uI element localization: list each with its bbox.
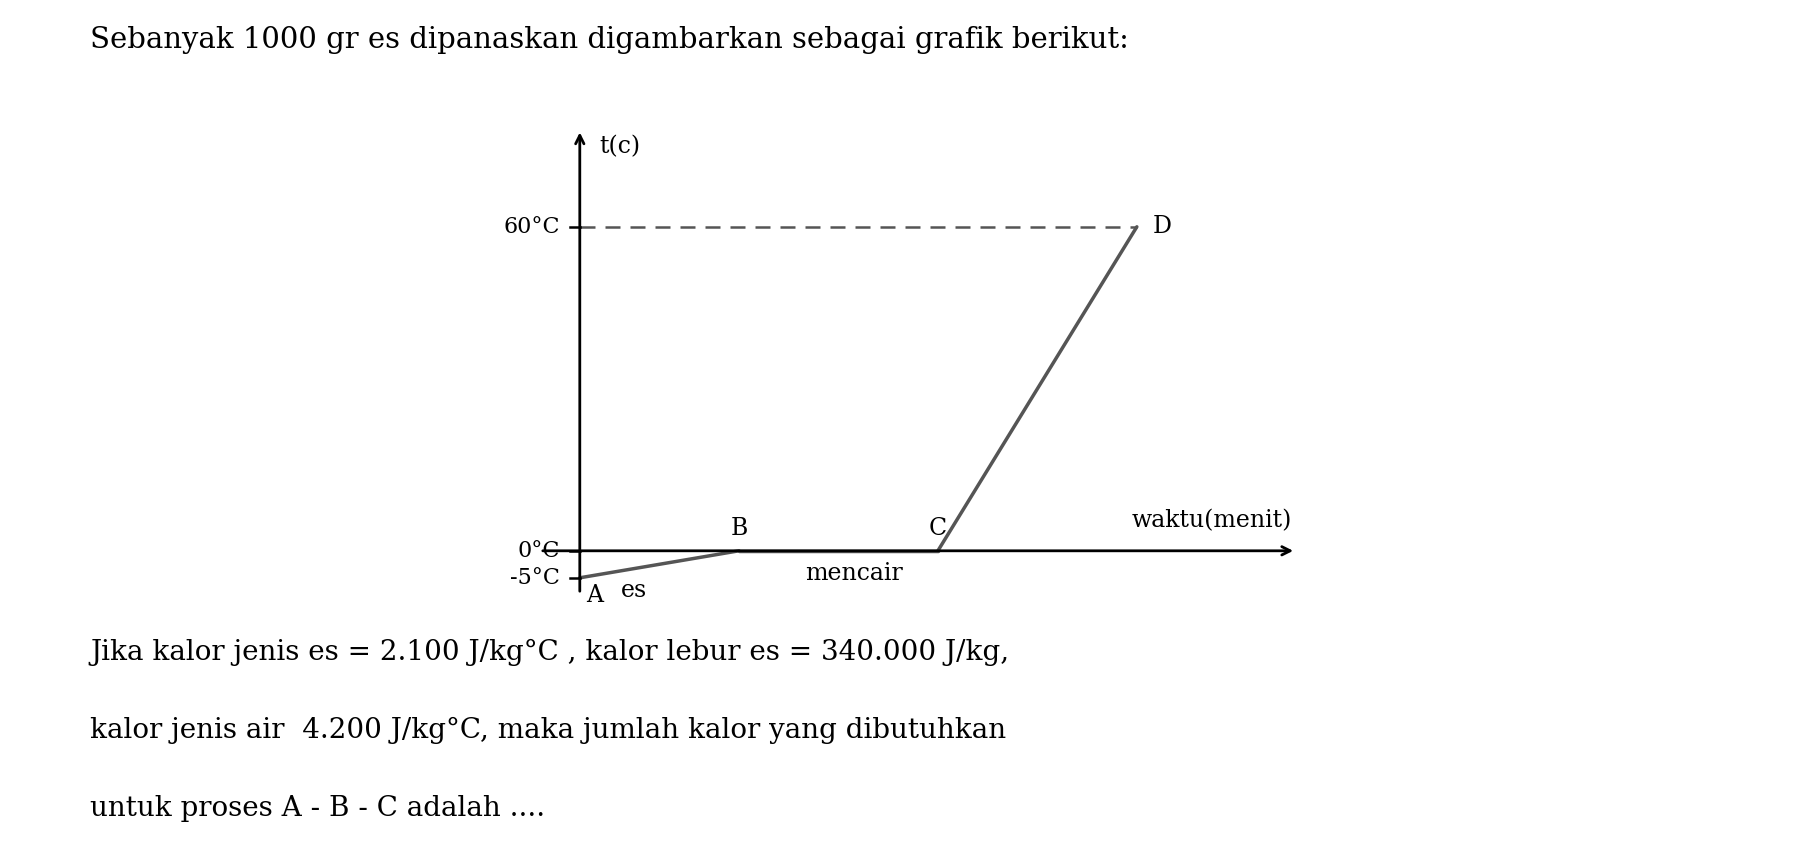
Text: B: B bbox=[731, 517, 747, 540]
Text: -5°C: -5°C bbox=[509, 567, 560, 588]
Text: es: es bbox=[621, 579, 648, 602]
Text: Sebanyak 1000 gr es dipanaskan digambarkan sebagai grafik berikut:: Sebanyak 1000 gr es dipanaskan digambark… bbox=[90, 26, 1129, 54]
Text: waktu(menit): waktu(menit) bbox=[1132, 509, 1292, 532]
Text: Jika kalor jenis es = 2.100 J/kg°C , kalor lebur es = 340.000 J/kg,: Jika kalor jenis es = 2.100 J/kg°C , kal… bbox=[90, 639, 1010, 666]
Text: mencair: mencair bbox=[805, 562, 904, 585]
Text: kalor jenis air  4.200 J/kg°C, maka jumlah kalor yang dibutuhkan: kalor jenis air 4.200 J/kg°C, maka jumla… bbox=[90, 717, 1006, 744]
Text: C: C bbox=[929, 517, 947, 540]
Text: 0°C: 0°C bbox=[518, 540, 560, 562]
Text: 60°C: 60°C bbox=[504, 216, 560, 238]
Text: A: A bbox=[587, 584, 603, 607]
Text: D: D bbox=[1152, 215, 1172, 238]
Text: t(c): t(c) bbox=[599, 135, 641, 158]
Text: untuk proses A - B - C adalah ....: untuk proses A - B - C adalah .... bbox=[90, 795, 545, 822]
